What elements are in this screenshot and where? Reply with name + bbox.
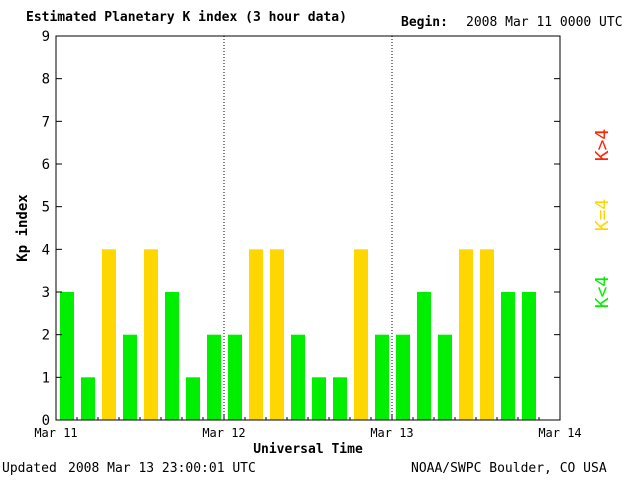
- kp-bar: [81, 377, 95, 420]
- x-tick-label: Mar 11: [34, 426, 77, 440]
- kp-bar: [270, 249, 284, 420]
- x-axis-title: Universal Time: [253, 442, 363, 457]
- bars-group: [60, 249, 536, 420]
- kp-bar: [375, 334, 389, 420]
- chart-title: Estimated Planetary K index (3 hour data…: [26, 10, 347, 25]
- kp-bar: [144, 249, 158, 420]
- kp-bar: [396, 334, 410, 420]
- kp-bar: [333, 377, 347, 420]
- kp-bar: [312, 377, 326, 420]
- legend-entry: K>4: [592, 129, 613, 162]
- axes-group: [55, 35, 561, 421]
- kp-bar: [228, 334, 242, 420]
- kp-bar: [354, 249, 368, 420]
- y-tick-label: 4: [42, 242, 50, 258]
- y-tick-label: 0: [42, 413, 50, 429]
- begin-value: 2008 Mar 11 0000 UTC: [466, 15, 623, 30]
- y-tick-label: 5: [42, 200, 50, 216]
- legend-entry: K=4: [592, 199, 613, 232]
- x-tick-label: Mar 12: [202, 426, 245, 440]
- kp-bar: [249, 249, 263, 420]
- y-tick-label: 9: [42, 29, 50, 45]
- y-tick-label: 8: [42, 72, 50, 88]
- kp-bar: [123, 334, 137, 420]
- kp-bar: [165, 292, 179, 420]
- kp-bar: [459, 249, 473, 420]
- kp-bar: [291, 334, 305, 420]
- kp-bar: [207, 334, 221, 420]
- x-tick-label: Mar 13: [370, 426, 413, 440]
- kp-bar: [60, 292, 74, 420]
- y-tick-label: 3: [42, 285, 50, 301]
- updated-value: 2008 Mar 13 23:00:01 UTC: [68, 461, 256, 476]
- begin-label: Begin:: [401, 15, 448, 30]
- y-tick-label: 2: [42, 328, 50, 344]
- axis-text-group: 0 1 2 3 4 5 6 7 8 9 Mar 11 Mar 12 Mar 13 Mar 14 Univer…: [15, 29, 613, 457]
- legend-entry: K<4: [592, 276, 613, 309]
- kp-bar: [186, 377, 200, 420]
- y-tick-label: 6: [42, 157, 50, 173]
- y-tick-label: 7: [42, 114, 50, 130]
- updated-label: Updated: [2, 461, 57, 476]
- x-tick-label: Mar 14: [538, 426, 581, 440]
- y-axis-title: Kp index: [15, 194, 31, 262]
- source-credit: NOAA/SWPC Boulder, CO USA: [411, 461, 607, 476]
- kp-bar: [480, 249, 494, 420]
- kp-bar: [102, 249, 116, 420]
- kp-bar: [417, 292, 431, 420]
- kp-bar: [501, 292, 515, 420]
- kp-bar: [522, 292, 536, 420]
- y-tick-label: 1: [42, 370, 50, 386]
- kp-bar: [438, 334, 452, 420]
